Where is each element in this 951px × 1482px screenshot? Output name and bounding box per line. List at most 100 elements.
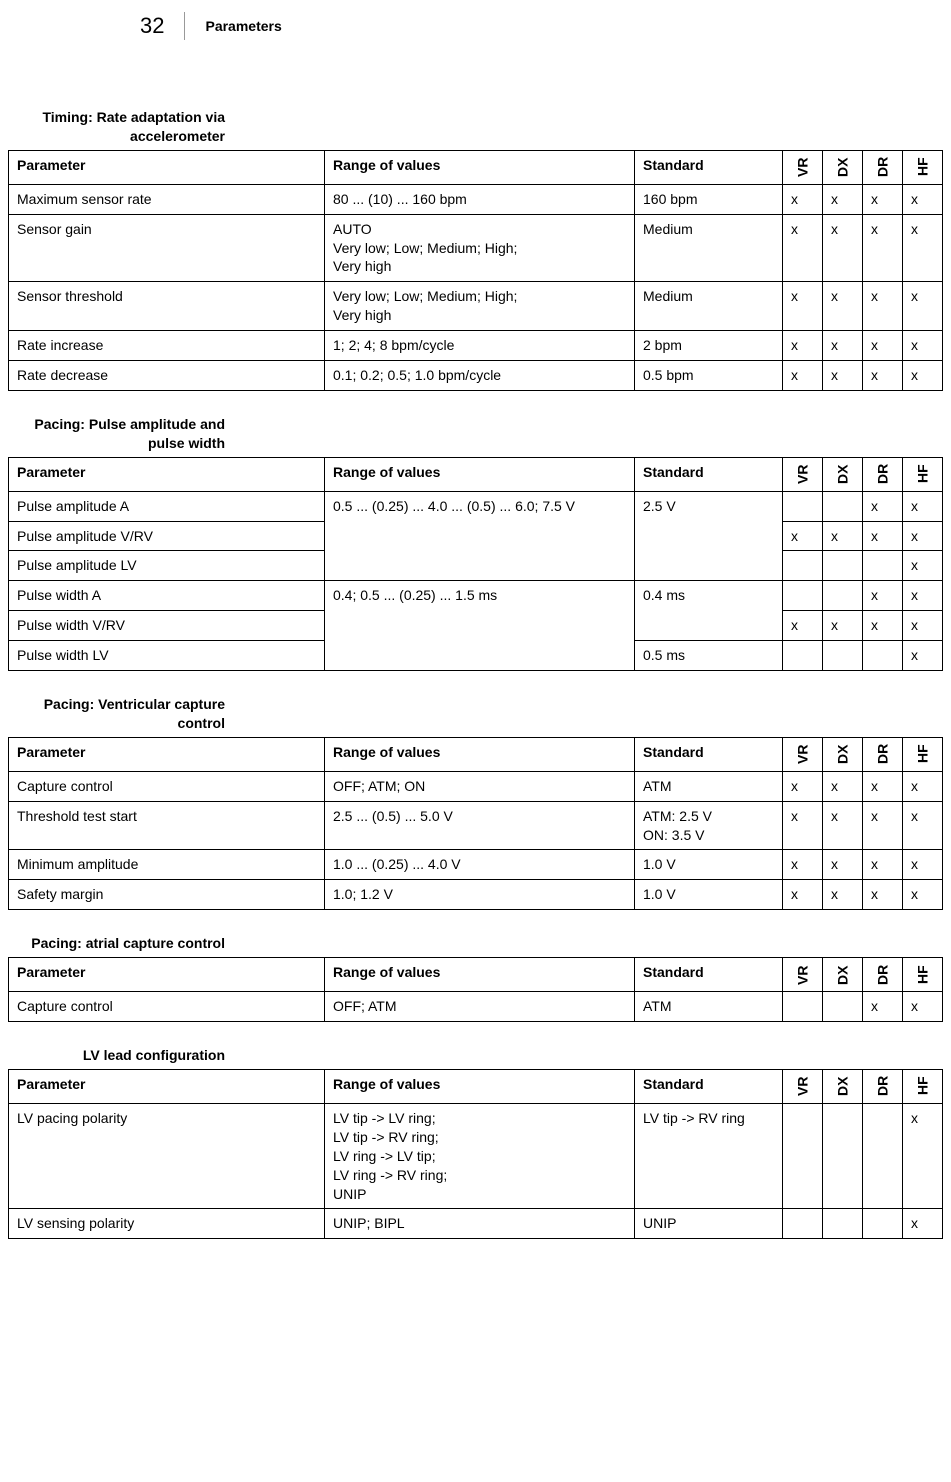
cell-standard: 1.0 V <box>635 850 783 880</box>
cell-dx: x <box>823 282 863 331</box>
cell-dx: x <box>823 850 863 880</box>
cell-dr <box>863 551 903 581</box>
cell-dx: x <box>823 214 863 282</box>
cell-dx: x <box>823 521 863 551</box>
cell-standard: 0.4 ms <box>635 581 783 641</box>
cell-standard: Medium <box>635 214 783 282</box>
section-title: LV lead configuration <box>0 1046 225 1065</box>
cell-standard: UNIP <box>635 1209 783 1239</box>
table-row: Rate increase1; 2; 4; 8 bpm/cycle2 bpmxx… <box>9 331 943 361</box>
cell-parameter: Pulse width V/RV <box>9 611 325 641</box>
table-header-row: ParameterRange of valuesStandardVRDXDRHF <box>9 737 943 771</box>
table-header-row: ParameterRange of valuesStandardVRDXDRHF <box>9 150 943 184</box>
cell-hf: x <box>903 184 943 214</box>
col-hf: HF <box>903 958 943 992</box>
col-range: Range of values <box>325 737 635 771</box>
cell-vr <box>783 1209 823 1239</box>
cell-hf: x <box>903 551 943 581</box>
cell-dx <box>823 641 863 671</box>
cell-standard: Medium <box>635 282 783 331</box>
cell-dx: x <box>823 771 863 801</box>
cell-dr <box>863 1209 903 1239</box>
section-title: Pacing: atrial capture control <box>0 934 225 953</box>
cell-range: 0.1; 0.2; 0.5; 1.0 bpm/cycle <box>325 361 635 391</box>
cell-dr: x <box>863 214 903 282</box>
table-row: Sensor gainAUTOVery low; Low; Medium; Hi… <box>9 214 943 282</box>
cell-vr <box>783 1103 823 1208</box>
col-range: Range of values <box>325 958 635 992</box>
col-range: Range of values <box>325 1069 635 1103</box>
table-row: LV sensing polarityUNIP; BIPLUNIPx <box>9 1209 943 1239</box>
cell-vr: x <box>783 214 823 282</box>
cell-dx <box>823 1209 863 1239</box>
parameter-table: ParameterRange of valuesStandardVRDXDRHF… <box>8 957 943 1022</box>
cell-dx <box>823 1103 863 1208</box>
col-standard: Standard <box>635 958 783 992</box>
cell-standard: 0.5 ms <box>635 641 783 671</box>
cell-parameter: Maximum sensor rate <box>9 184 325 214</box>
col-vr: VR <box>783 1069 823 1103</box>
cell-parameter: Rate increase <box>9 331 325 361</box>
col-parameter: Parameter <box>9 457 325 491</box>
table-header-row: ParameterRange of valuesStandardVRDXDRHF <box>9 457 943 491</box>
col-standard: Standard <box>635 1069 783 1103</box>
table-row: Pulse amplitude A0.5 ... (0.25) ... 4.0 … <box>9 491 943 521</box>
col-dr: DR <box>863 958 903 992</box>
section-title: Pacing: Ventricular capture control <box>0 695 225 733</box>
cell-dr: x <box>863 611 903 641</box>
cell-standard: ATM: 2.5 VON: 3.5 V <box>635 801 783 850</box>
col-parameter: Parameter <box>9 737 325 771</box>
cell-range: Very low; Low; Medium; High;Very high <box>325 282 635 331</box>
cell-vr: x <box>783 521 823 551</box>
cell-dr: x <box>863 521 903 551</box>
cell-hf: x <box>903 880 943 910</box>
cell-standard: 2.5 V <box>635 491 783 581</box>
cell-range: LV tip -> LV ring;LV tip -> RV ring;LV r… <box>325 1103 635 1208</box>
header-title: Parameters <box>205 18 281 34</box>
table-row: Rate decrease0.1; 0.2; 0.5; 1.0 bpm/cycl… <box>9 361 943 391</box>
cell-vr <box>783 491 823 521</box>
cell-hf: x <box>903 611 943 641</box>
cell-range: 1; 2; 4; 8 bpm/cycle <box>325 331 635 361</box>
table-row: Capture controlOFF; ATM; ONATMxxxx <box>9 771 943 801</box>
page-header: 32 Parameters <box>140 0 951 48</box>
cell-dr: x <box>863 331 903 361</box>
cell-parameter: Capture control <box>9 992 325 1022</box>
col-vr: VR <box>783 150 823 184</box>
col-parameter: Parameter <box>9 958 325 992</box>
col-vr: VR <box>783 958 823 992</box>
col-dr: DR <box>863 150 903 184</box>
cell-hf: x <box>903 282 943 331</box>
table-row: LV pacing polarityLV tip -> LV ring;LV t… <box>9 1103 943 1208</box>
cell-standard: ATM <box>635 771 783 801</box>
cell-hf: x <box>903 331 943 361</box>
cell-standard: 1.0 V <box>635 880 783 910</box>
cell-hf: x <box>903 1209 943 1239</box>
cell-standard: LV tip -> RV ring <box>635 1103 783 1208</box>
table-row: Safety margin1.0; 1.2 V1.0 Vxxxx <box>9 880 943 910</box>
table-row: Capture controlOFF; ATMATMxx <box>9 992 943 1022</box>
cell-parameter: Rate decrease <box>9 361 325 391</box>
cell-dr: x <box>863 880 903 910</box>
cell-dx: x <box>823 880 863 910</box>
cell-parameter: Capture control <box>9 771 325 801</box>
section-title: Pacing: Pulse amplitude and pulse width <box>0 415 225 453</box>
cell-range: 0.5 ... (0.25) ... 4.0 ... (0.5) ... 6.0… <box>325 491 635 581</box>
cell-dr: x <box>863 184 903 214</box>
cell-dx <box>823 491 863 521</box>
cell-vr <box>783 641 823 671</box>
table-row: Minimum amplitude1.0 ... (0.25) ... 4.0 … <box>9 850 943 880</box>
cell-parameter: Pulse amplitude A <box>9 491 325 521</box>
parameter-table: ParameterRange of valuesStandardVRDXDRHF… <box>8 1069 943 1239</box>
cell-parameter: Sensor gain <box>9 214 325 282</box>
col-vr: VR <box>783 737 823 771</box>
cell-parameter: Pulse width A <box>9 581 325 611</box>
section-title: Timing: Rate adaptation via acceleromete… <box>0 108 225 146</box>
table-row: Maximum sensor rate80 ... (10) ... 160 b… <box>9 184 943 214</box>
cell-range: 2.5 ... (0.5) ... 5.0 V <box>325 801 635 850</box>
cell-dr: x <box>863 361 903 391</box>
table-row: Pulse width A0.4; 0.5 ... (0.25) ... 1.5… <box>9 581 943 611</box>
cell-dr: x <box>863 581 903 611</box>
cell-range: OFF; ATM <box>325 992 635 1022</box>
cell-parameter: LV sensing polarity <box>9 1209 325 1239</box>
